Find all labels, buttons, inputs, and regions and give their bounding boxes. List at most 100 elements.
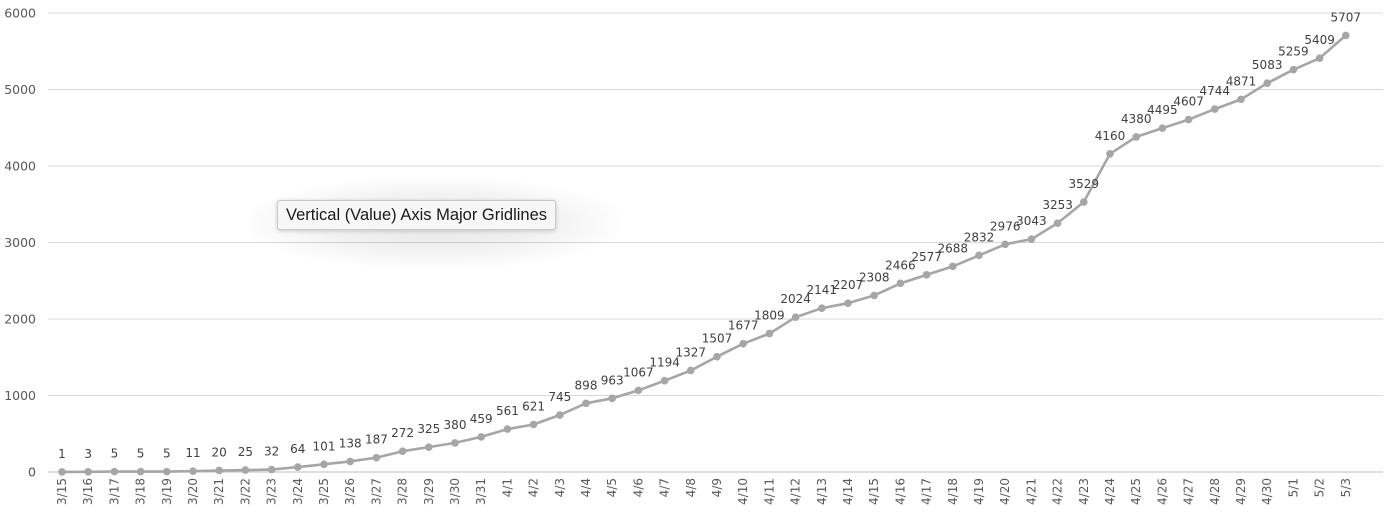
x-tick-label: 3/16 (81, 478, 95, 505)
data-point[interactable] (791, 313, 800, 321)
data-label: 2141 (807, 283, 838, 297)
data-point[interactable] (110, 467, 119, 476)
data-point[interactable] (713, 352, 721, 361)
data-point[interactable] (1106, 149, 1114, 158)
x-tick-label: 4/27 (1182, 478, 1196, 505)
data-point[interactable] (765, 329, 774, 338)
data-point[interactable] (241, 466, 250, 474)
data-point[interactable] (1263, 79, 1271, 87)
data-point[interactable] (949, 262, 957, 271)
data-point[interactable] (1211, 105, 1219, 113)
data-point[interactable] (189, 467, 197, 475)
data-point[interactable] (687, 366, 695, 375)
data-point[interactable] (818, 304, 826, 313)
x-tick-label: 3/31 (474, 478, 488, 505)
y-axis-labels: 0 1000 2000 3000 4000 5000 6000 (4, 6, 36, 480)
data-label: 4744 (1200, 84, 1231, 98)
data-label: 4607 (1173, 95, 1204, 109)
x-tick-label: 4/2 (527, 478, 541, 497)
x-tick-label: 3/22 (238, 478, 252, 505)
data-point[interactable] (1184, 115, 1193, 124)
data-point[interactable] (425, 443, 433, 451)
data-label: 2308 (859, 270, 890, 284)
data-point[interactable] (1315, 54, 1324, 63)
data-point[interactable] (870, 291, 878, 300)
x-tick-label: 4/22 (1051, 478, 1065, 505)
data-point[interactable] (660, 376, 669, 385)
gridlines[interactable] (48, 12, 1383, 473)
data-point[interactable] (1080, 198, 1088, 206)
data-point[interactable] (294, 463, 302, 471)
data-label: 1677 (728, 319, 759, 333)
x-tick-label: 4/9 (710, 478, 724, 497)
data-point[interactable] (163, 467, 171, 476)
y-tick-label: 4000 (4, 159, 36, 174)
x-tick-label: 4/10 (736, 478, 750, 505)
data-point[interactable] (136, 467, 145, 476)
data-point[interactable] (896, 279, 905, 288)
data-point[interactable] (451, 439, 459, 447)
x-tick-label: 4/1 (500, 478, 514, 497)
data-point[interactable] (922, 271, 931, 279)
data-point[interactable] (267, 465, 276, 474)
data-label: 1194 (649, 356, 680, 370)
data-point[interactable] (503, 425, 512, 433)
x-tick-label: 4/24 (1103, 478, 1117, 505)
data-label: 1809 (754, 309, 785, 323)
data-point[interactable] (84, 467, 92, 476)
data-label: 2688 (938, 241, 969, 255)
gridlines-tooltip: Vertical (Value) Axis Major Gridlines (277, 200, 557, 230)
data-point[interactable] (320, 460, 328, 469)
x-tick-label: 4/23 (1077, 478, 1091, 505)
series-line-path[interactable] (60, 34, 1348, 474)
data-point[interactable] (739, 339, 747, 348)
data-label: 3 (84, 447, 92, 461)
data-point[interactable] (1027, 235, 1036, 244)
series-line[interactable] (60, 34, 1348, 474)
data-label: 459 (470, 412, 493, 426)
data-point[interactable] (346, 457, 355, 466)
data-label: 1327 (676, 345, 707, 359)
x-tick-label: 5/1 (1286, 478, 1300, 497)
data-label: 5083 (1252, 58, 1283, 72)
data-point[interactable] (1001, 240, 1009, 249)
data-point[interactable] (608, 394, 616, 403)
data-label: 3253 (1042, 198, 1073, 212)
data-label: 2577 (911, 250, 942, 264)
data-point[interactable] (556, 411, 564, 419)
data-point[interactable] (1158, 124, 1167, 132)
data-point[interactable] (634, 386, 643, 395)
x-axis-labels: 3/15 3/16 3/17 3/18 3/19 3/20 3/21 3/22 3/23 3/24… (55, 478, 1353, 505)
data-label: 3529 (1069, 177, 1100, 191)
data-label: 5259 (1278, 45, 1309, 59)
data-point[interactable] (1053, 219, 1062, 227)
data-label: 2466 (885, 258, 916, 272)
data-point[interactable] (1237, 95, 1245, 104)
data-label: 1067 (623, 365, 654, 379)
data-point[interactable] (477, 433, 486, 441)
data-label: 3043 (1016, 214, 1047, 228)
data-point[interactable] (398, 447, 407, 455)
data-point[interactable] (582, 399, 590, 408)
x-tick-label: 3/29 (422, 478, 436, 505)
data-point[interactable] (215, 466, 223, 475)
series-markers[interactable] (58, 31, 1350, 476)
data-point[interactable] (844, 299, 852, 307)
data-label: 963 (601, 373, 624, 387)
data-label: 4871 (1226, 74, 1257, 88)
x-tick-label: 4/25 (1129, 478, 1143, 505)
data-point[interactable] (529, 420, 538, 429)
x-tick-label: 4/6 (631, 478, 645, 497)
data-label: 2207 (833, 278, 864, 292)
data-point[interactable] (1132, 133, 1140, 141)
data-point[interactable] (975, 251, 983, 260)
data-point[interactable] (1289, 65, 1298, 74)
x-tick-label: 4/26 (1155, 478, 1169, 505)
data-point[interactable] (372, 453, 381, 462)
x-tick-label: 3/27 (369, 478, 383, 505)
data-label: 4495 (1147, 103, 1178, 117)
data-label: 4380 (1121, 112, 1152, 126)
data-point[interactable] (1342, 31, 1350, 40)
data-point[interactable] (58, 468, 66, 476)
